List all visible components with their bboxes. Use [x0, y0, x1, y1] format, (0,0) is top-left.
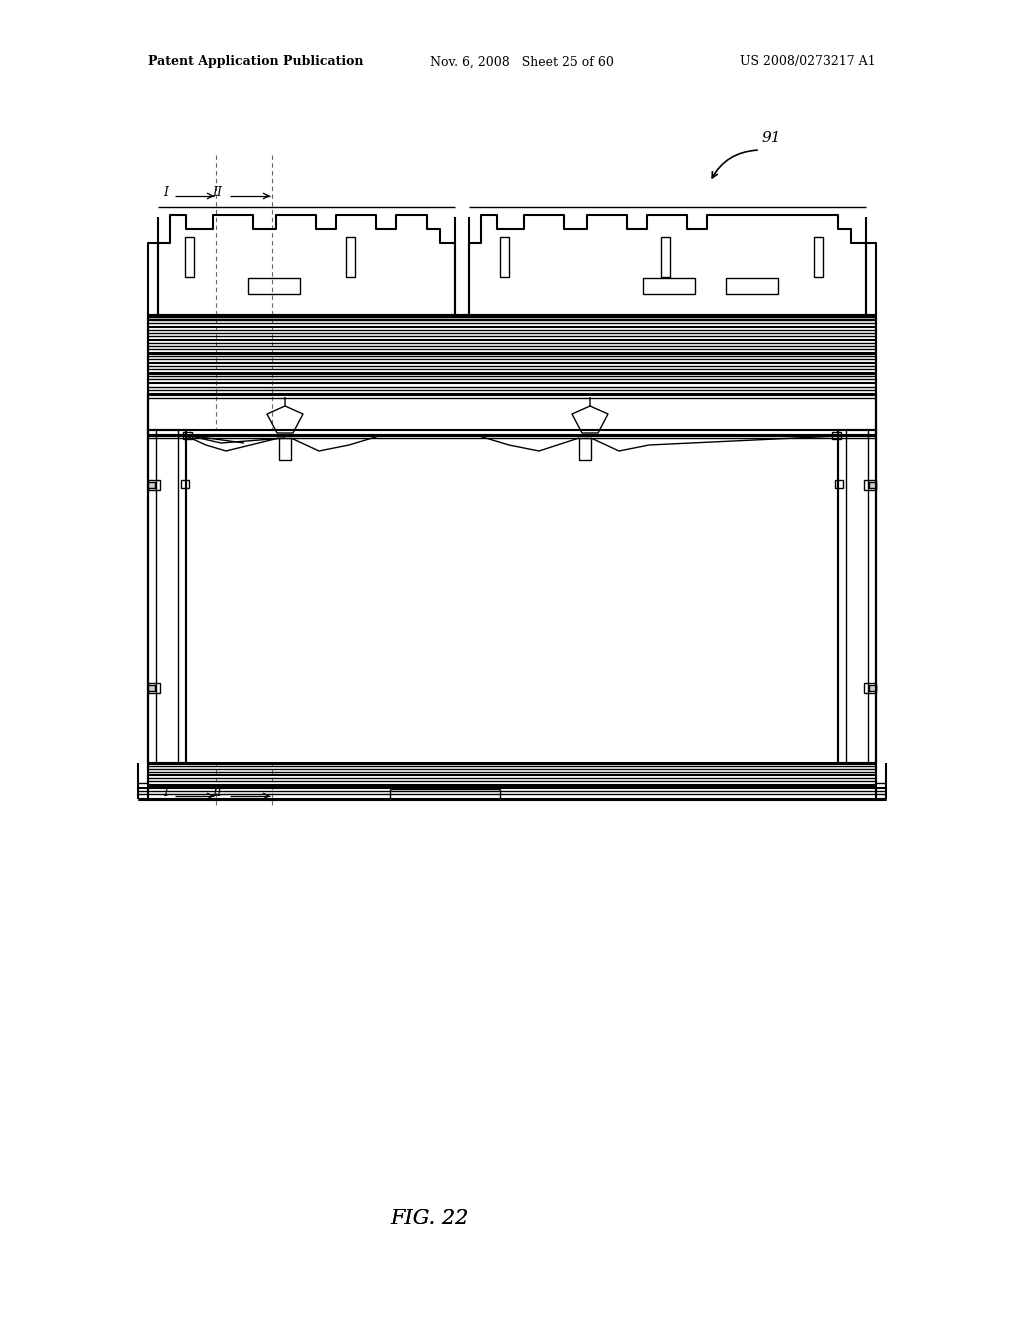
- Bar: [148, 682, 160, 693]
- Bar: [185, 238, 194, 277]
- Text: US 2008/0273217 A1: US 2008/0273217 A1: [740, 55, 876, 69]
- Text: I: I: [163, 785, 168, 799]
- Text: Patent Application Publication: Patent Application Publication: [148, 55, 364, 69]
- Bar: [814, 238, 823, 277]
- Bar: [346, 238, 355, 277]
- Bar: [148, 685, 155, 690]
- Bar: [148, 430, 186, 763]
- Text: FIG. 22: FIG. 22: [391, 1209, 469, 1228]
- Text: I: I: [163, 186, 168, 198]
- Bar: [835, 480, 843, 488]
- Bar: [183, 432, 193, 440]
- Bar: [662, 238, 670, 277]
- Bar: [148, 482, 155, 488]
- Bar: [838, 430, 876, 763]
- Bar: [500, 238, 509, 277]
- Bar: [831, 432, 841, 440]
- Bar: [869, 482, 876, 488]
- Bar: [864, 682, 876, 693]
- Bar: [726, 279, 778, 294]
- Bar: [279, 438, 291, 459]
- Bar: [643, 279, 695, 294]
- Bar: [148, 480, 160, 490]
- Bar: [869, 685, 876, 690]
- Text: 91: 91: [762, 131, 781, 145]
- Bar: [181, 480, 189, 488]
- Text: Nov. 6, 2008   Sheet 25 of 60: Nov. 6, 2008 Sheet 25 of 60: [430, 55, 613, 69]
- Text: FIG. 22: FIG. 22: [391, 1209, 469, 1228]
- Bar: [864, 480, 876, 490]
- Text: II: II: [212, 186, 222, 198]
- Bar: [579, 438, 591, 459]
- Text: II: II: [212, 785, 222, 799]
- Bar: [248, 279, 300, 294]
- Bar: [186, 430, 838, 763]
